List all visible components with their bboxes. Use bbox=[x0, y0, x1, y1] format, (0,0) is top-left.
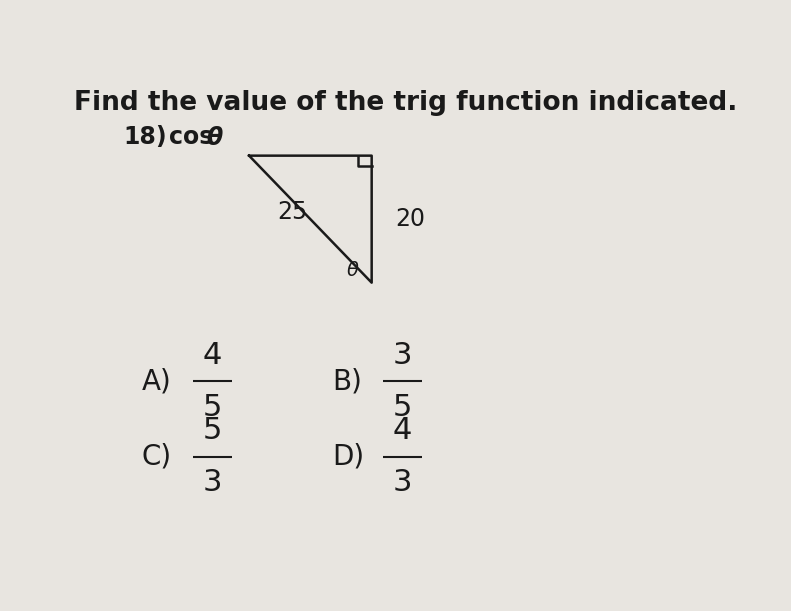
Text: D): D) bbox=[332, 443, 364, 470]
Text: 5: 5 bbox=[202, 393, 222, 422]
Text: θ: θ bbox=[346, 262, 358, 280]
Text: cos: cos bbox=[169, 125, 222, 149]
Text: 4: 4 bbox=[392, 416, 412, 445]
Text: 20: 20 bbox=[395, 207, 425, 231]
Text: 5: 5 bbox=[392, 393, 412, 422]
Text: 4: 4 bbox=[202, 341, 222, 370]
Text: C): C) bbox=[142, 443, 172, 470]
Text: 3: 3 bbox=[392, 468, 412, 497]
Text: 25: 25 bbox=[277, 200, 307, 224]
Text: Find the value of the trig function indicated.: Find the value of the trig function indi… bbox=[74, 90, 737, 116]
Text: A): A) bbox=[142, 367, 172, 395]
Text: 3: 3 bbox=[202, 468, 222, 497]
Text: 3: 3 bbox=[392, 341, 412, 370]
Text: 5: 5 bbox=[202, 416, 222, 445]
Text: 18): 18) bbox=[123, 125, 167, 149]
Text: B): B) bbox=[332, 367, 361, 395]
Text: θ: θ bbox=[206, 126, 222, 150]
